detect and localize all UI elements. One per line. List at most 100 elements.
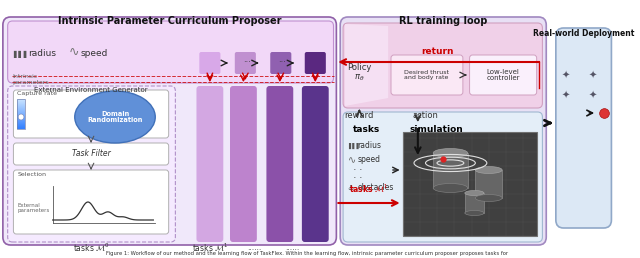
Text: Domain
Randomization: Domain Randomization <box>87 110 143 124</box>
Bar <box>17 99 25 129</box>
Bar <box>17 102 25 103</box>
Ellipse shape <box>465 211 484 215</box>
FancyBboxPatch shape <box>8 86 175 242</box>
FancyBboxPatch shape <box>343 112 543 242</box>
Text: External Environment Generator: External Environment Generator <box>34 87 148 93</box>
Text: ✦: ✦ <box>588 91 596 101</box>
Text: tasks $\mathcal{M}^1$: tasks $\mathcal{M}^1$ <box>349 183 388 195</box>
Text: simulation: simulation <box>409 125 463 134</box>
FancyBboxPatch shape <box>8 21 333 83</box>
Bar <box>465 193 484 213</box>
Bar <box>17 128 25 129</box>
FancyBboxPatch shape <box>235 52 256 74</box>
Text: Desired thrust
and body rate: Desired thrust and body rate <box>404 70 449 80</box>
Ellipse shape <box>476 166 502 173</box>
Text: Intrinsic
parameters: Intrinsic parameters <box>12 74 49 85</box>
Text: tasks: tasks <box>353 125 380 134</box>
Bar <box>17 126 25 127</box>
FancyBboxPatch shape <box>13 170 169 234</box>
FancyBboxPatch shape <box>13 143 169 165</box>
Text: ·: · <box>358 165 362 175</box>
Ellipse shape <box>75 91 156 143</box>
FancyBboxPatch shape <box>343 23 543 108</box>
Bar <box>17 103 25 104</box>
Text: speed: speed <box>358 156 380 165</box>
Text: reward: reward <box>345 111 374 120</box>
Bar <box>17 125 25 126</box>
Text: ·: · <box>353 173 356 183</box>
Text: return: return <box>420 47 453 56</box>
Text: speed: speed <box>81 50 108 59</box>
Text: External
parameters: External parameters <box>17 203 49 213</box>
Text: ▌▌▌: ▌▌▌ <box>348 143 360 149</box>
Bar <box>17 109 25 110</box>
Text: ⚓: ⚓ <box>347 185 353 191</box>
FancyBboxPatch shape <box>340 17 547 245</box>
FancyBboxPatch shape <box>391 55 463 95</box>
Bar <box>17 111 25 112</box>
Text: ▌▌▌: ▌▌▌ <box>13 50 29 58</box>
FancyBboxPatch shape <box>3 17 337 245</box>
Ellipse shape <box>476 195 502 201</box>
FancyBboxPatch shape <box>199 52 220 74</box>
Polygon shape <box>345 24 388 106</box>
Bar <box>17 101 25 102</box>
Text: radius: radius <box>28 50 56 59</box>
Bar <box>17 124 25 125</box>
FancyBboxPatch shape <box>270 52 291 74</box>
Text: ·: · <box>353 165 356 175</box>
FancyBboxPatch shape <box>196 86 223 242</box>
Bar <box>17 100 25 101</box>
Text: Low-level
controller: Low-level controller <box>486 69 520 82</box>
Bar <box>17 120 25 121</box>
Text: obstacles: obstacles <box>358 183 394 192</box>
Bar <box>17 122 25 123</box>
Bar <box>17 106 25 107</box>
Text: tasks $\mathcal{M}^0$: tasks $\mathcal{M}^0$ <box>73 242 109 254</box>
Text: action: action <box>412 111 438 120</box>
FancyBboxPatch shape <box>13 90 169 138</box>
Ellipse shape <box>433 183 468 192</box>
Bar <box>17 99 25 100</box>
FancyBboxPatch shape <box>305 52 326 74</box>
Text: ......: ...... <box>247 244 261 253</box>
Bar <box>17 104 25 105</box>
Bar <box>17 117 25 118</box>
Bar <box>476 170 502 198</box>
Text: ∿: ∿ <box>69 45 79 59</box>
Bar <box>17 127 25 128</box>
Text: ✦: ✦ <box>588 71 596 81</box>
Bar <box>17 123 25 124</box>
Bar <box>403 132 537 236</box>
FancyBboxPatch shape <box>266 86 293 242</box>
Bar <box>17 119 25 120</box>
Bar <box>17 105 25 106</box>
Text: ✦: ✦ <box>561 71 570 81</box>
Text: ∿: ∿ <box>348 155 356 165</box>
FancyBboxPatch shape <box>556 28 611 228</box>
Text: Capture rate: Capture rate <box>17 92 57 96</box>
Text: ···: ··· <box>243 59 252 68</box>
Text: ·: · <box>358 173 362 183</box>
Text: Figure 1: Workflow of our method and the learning flow of TaskFlex. Within the l: Figure 1: Workflow of our method and the… <box>106 251 508 255</box>
Text: Policy
$\pi_\theta$: Policy $\pi_\theta$ <box>347 62 372 83</box>
Bar <box>17 108 25 109</box>
Bar <box>17 110 25 111</box>
Text: ···: ··· <box>278 59 286 68</box>
Bar <box>17 116 25 117</box>
Bar <box>433 153 468 188</box>
Bar <box>17 118 25 119</box>
Text: ✦: ✦ <box>561 91 570 101</box>
Ellipse shape <box>465 190 484 196</box>
Bar <box>17 114 25 115</box>
FancyBboxPatch shape <box>470 55 537 95</box>
Bar <box>17 107 25 108</box>
Text: Selection: Selection <box>17 172 46 176</box>
Text: ......: ...... <box>285 244 300 253</box>
Circle shape <box>18 114 24 120</box>
Text: Task Filter: Task Filter <box>72 149 111 158</box>
FancyBboxPatch shape <box>302 86 329 242</box>
FancyBboxPatch shape <box>230 86 257 242</box>
Ellipse shape <box>433 149 468 157</box>
Text: RL training loop: RL training loop <box>399 16 487 26</box>
